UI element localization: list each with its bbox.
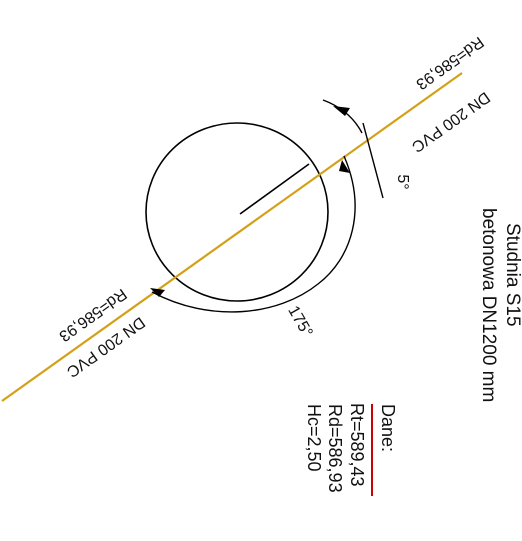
pipe-tick-mark — [362, 122, 384, 199]
data-rt-value: Rt=589,43 — [347, 403, 367, 487]
manhole-title-line1: Studnia S15 — [502, 223, 522, 327]
angle-label-small: 5° — [394, 174, 411, 189]
data-hc-value: Hc=2,50 — [304, 404, 324, 472]
angle-arrow-small — [333, 106, 350, 116]
angle-arc-large — [151, 155, 356, 313]
data-header: Dane: — [378, 404, 398, 452]
angle-arrow-large-bottom — [150, 288, 165, 297]
upper-pipe-elevation: Rd=586,93 — [413, 33, 487, 93]
angle-arc-small — [322, 99, 363, 134]
pipe-axis-line — [1, 72, 463, 402]
manhole-circle — [145, 122, 329, 302]
data-rd-value: Rd=586,93 — [325, 404, 345, 493]
angle-label-large: 175° — [284, 303, 315, 340]
angle-arrow-large-top — [339, 160, 350, 173]
direction-pointer — [239, 163, 310, 215]
manhole-title-line2: betonowa DN1200 mm — [478, 208, 499, 402]
upper-pipe-diameter: DN 200 PVC — [408, 88, 492, 155]
